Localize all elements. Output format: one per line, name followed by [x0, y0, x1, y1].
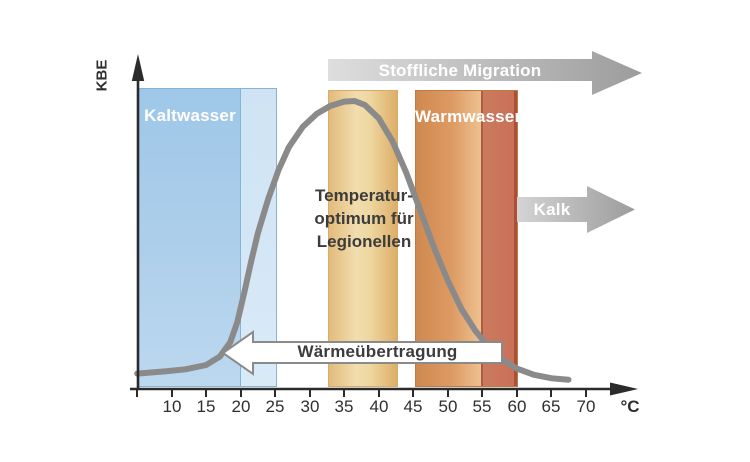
x-axis-unit-label: °C	[620, 397, 640, 416]
kalk-arrow	[517, 186, 635, 233]
x-tick-55: 55	[472, 397, 492, 416]
x-tick-70: 70	[576, 397, 596, 416]
warmwasser-band	[415, 90, 518, 387]
x-tick-30: 30	[300, 397, 320, 416]
kalk-label: Kalk	[533, 200, 571, 219]
x-axis-ticks	[136, 389, 587, 397]
migration-arrow	[328, 51, 642, 95]
x-tick-60: 60	[507, 397, 527, 416]
x-tick-45: 45	[403, 397, 423, 416]
y-axis-arrow-icon	[131, 54, 145, 81]
migration-label: Stoffliche Migration	[378, 61, 542, 80]
y-axis-label: KBE	[93, 59, 111, 91]
warmwasser-band-main	[416, 91, 481, 386]
optimum-band	[328, 90, 398, 387]
warmwasser-label: Warmwasser	[415, 107, 522, 126]
x-tick-25: 25	[265, 397, 285, 416]
x-tick-65: 65	[541, 397, 561, 416]
heat-transfer-label: Wärmeübertragung	[297, 342, 458, 361]
x-tick-15: 15	[196, 397, 216, 416]
heat-transfer-arrow	[221, 330, 503, 376]
kaltwasser-band-main	[139, 89, 241, 386]
x-axis-arrow-icon	[610, 382, 638, 396]
x-tick-50: 50	[438, 397, 458, 416]
optimum-label-line3: Legionellen	[316, 232, 412, 251]
optimum-label: Temperatur- optimum für Legionellen	[296, 184, 432, 253]
x-tick-20: 20	[231, 397, 251, 416]
x-tick-40: 40	[369, 397, 389, 416]
kaltwasser-label: Kaltwasser	[144, 106, 236, 125]
warmwasser-band-hot	[481, 91, 517, 386]
optimum-label-line1: Temperatur-	[315, 186, 413, 205]
x-tick-10: 10	[162, 397, 182, 416]
optimum-label-line2: optimum für	[314, 209, 414, 228]
x-tick-35: 35	[334, 397, 354, 416]
